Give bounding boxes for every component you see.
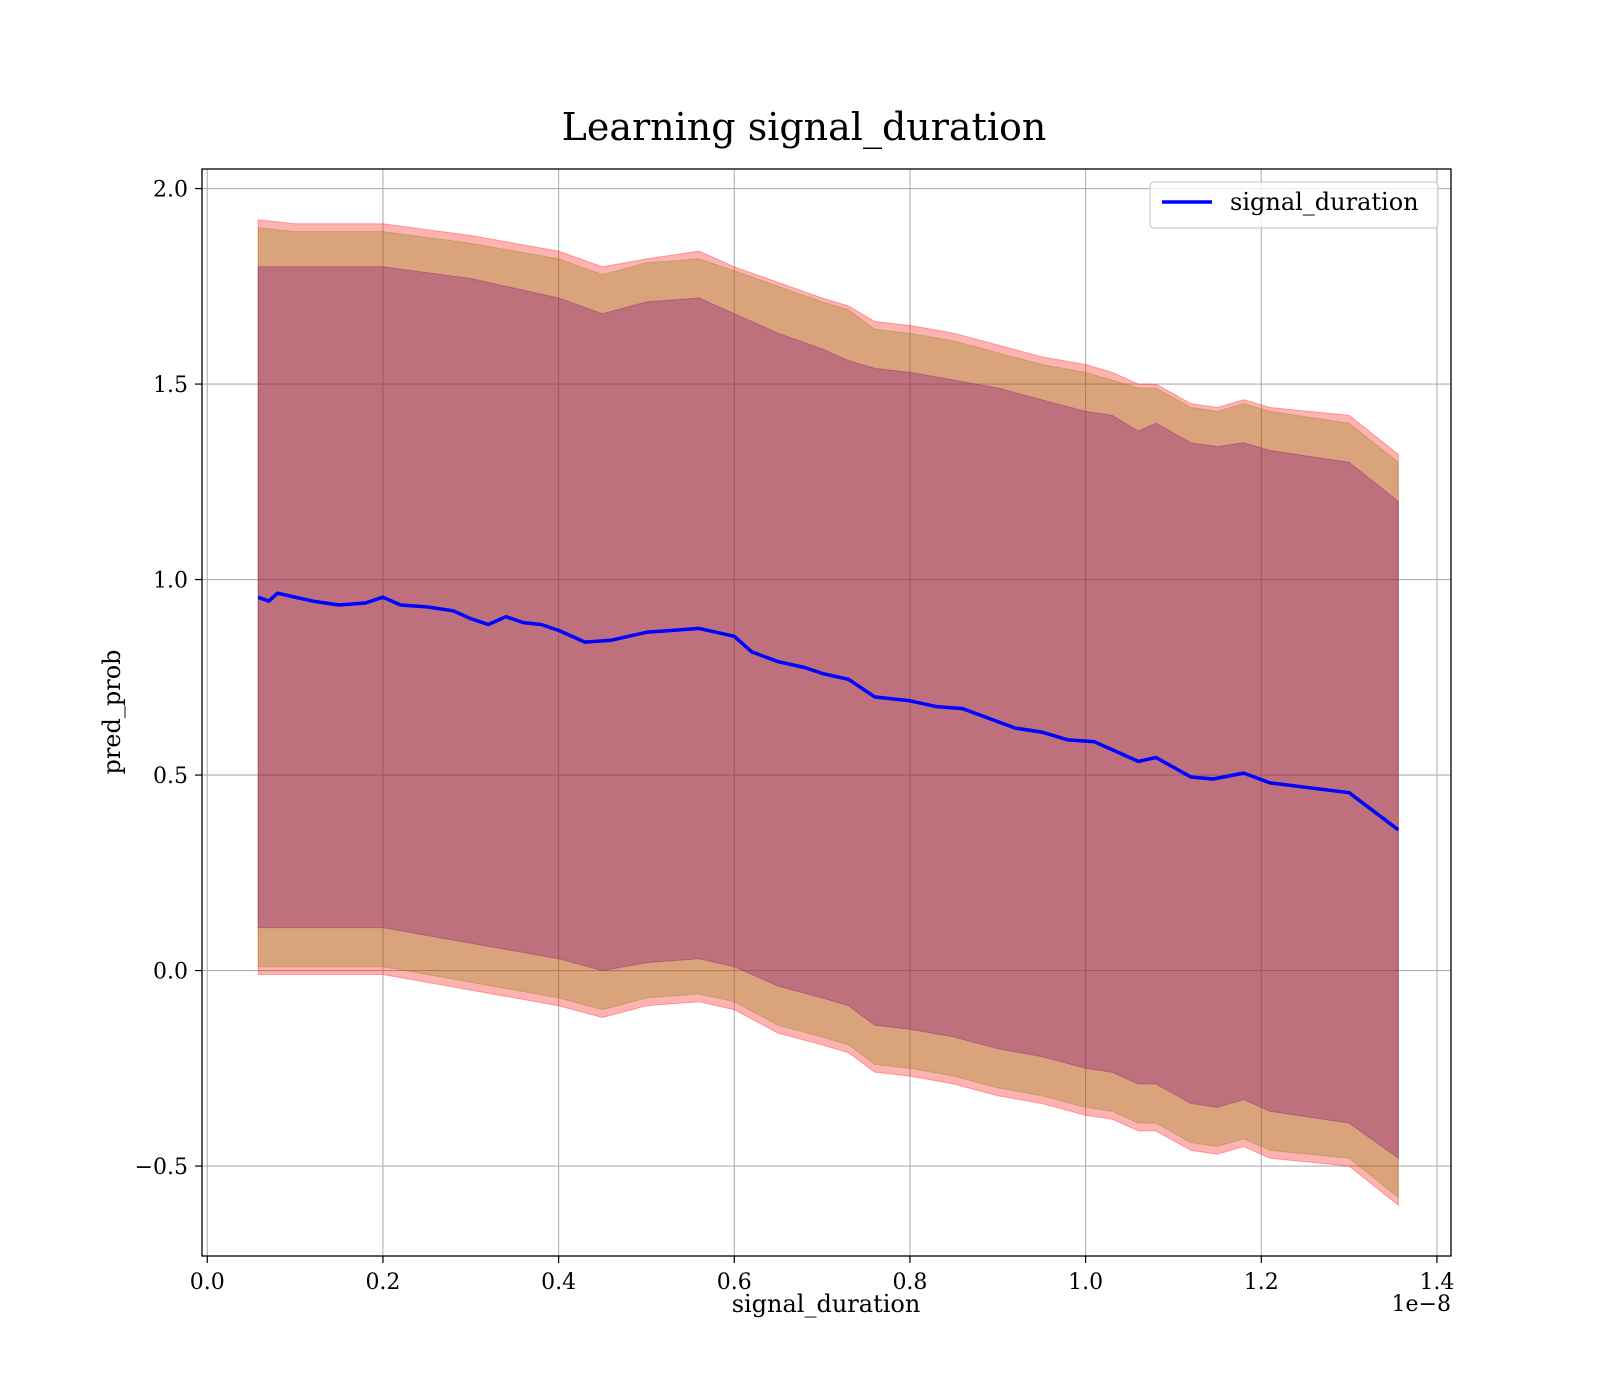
- x-axis-offset-label: 1e−8: [1392, 1292, 1451, 1317]
- x-tick-label: 0.2: [365, 1270, 400, 1295]
- legend-entry-signal-duration: signal_duration: [1230, 188, 1419, 216]
- y-axis-label: pred_prob: [98, 649, 126, 774]
- legend-box: [1149, 181, 1439, 229]
- x-tick-label: 0.8: [892, 1270, 927, 1295]
- x-tick-label: 1.4: [1419, 1270, 1454, 1295]
- series-line-signal-duration: [257, 591, 1400, 832]
- x-tick-label: 1.2: [1244, 1270, 1279, 1295]
- series-lines: [257, 591, 1400, 832]
- x-tick-label: 0.0: [190, 1270, 225, 1295]
- y-tick-label: 2.0: [153, 178, 188, 203]
- confidence-band-2: [257, 227, 1399, 1199]
- legend: signal_duration: [1149, 181, 1439, 229]
- y-axis-ticks: −0.5 0.0 0.5 1.0 1.5 2.0: [135, 178, 202, 1180]
- y-tick-label: −0.5: [135, 1155, 188, 1180]
- y-tick-label: 0.5: [153, 764, 188, 789]
- confidence-band-3: [257, 266, 1399, 1160]
- y-tick-label: 1.5: [153, 373, 188, 398]
- confidence-bands: [257, 219, 1399, 1207]
- y-tick-label: 1.0: [153, 569, 188, 594]
- x-tick-label: 0.6: [717, 1270, 752, 1295]
- x-tick-label: 0.4: [541, 1270, 576, 1295]
- y-tick-label: 0.0: [153, 960, 188, 985]
- chart-title: Learning signal_duration: [562, 105, 1047, 150]
- confidence-band-1: [257, 219, 1399, 1207]
- x-tick-label: 1.0: [1068, 1270, 1103, 1295]
- plot-area-frame: [201, 168, 1452, 1257]
- x-axis-ticks: 0.0 0.2 0.4 0.6 0.8 1.0 1.2 1.4: [190, 1256, 1454, 1295]
- x-axis-label: signal_duration: [732, 1290, 921, 1318]
